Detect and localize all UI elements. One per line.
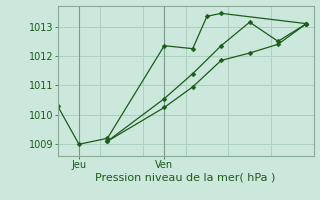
X-axis label: Pression niveau de la mer( hPa ): Pression niveau de la mer( hPa ) — [95, 173, 276, 183]
